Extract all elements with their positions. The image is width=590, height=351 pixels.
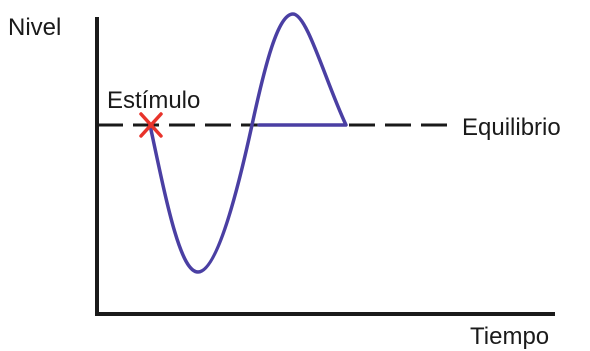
y-axis-label: Nivel: [8, 14, 61, 41]
response-curve: [148, 12, 348, 274]
stimulus-label: Estímulo: [107, 87, 200, 114]
equilibrium-label: Equilibrio: [462, 114, 561, 141]
x-axis-label: Tiempo: [470, 323, 549, 350]
x-cross-icon: [139, 112, 163, 138]
